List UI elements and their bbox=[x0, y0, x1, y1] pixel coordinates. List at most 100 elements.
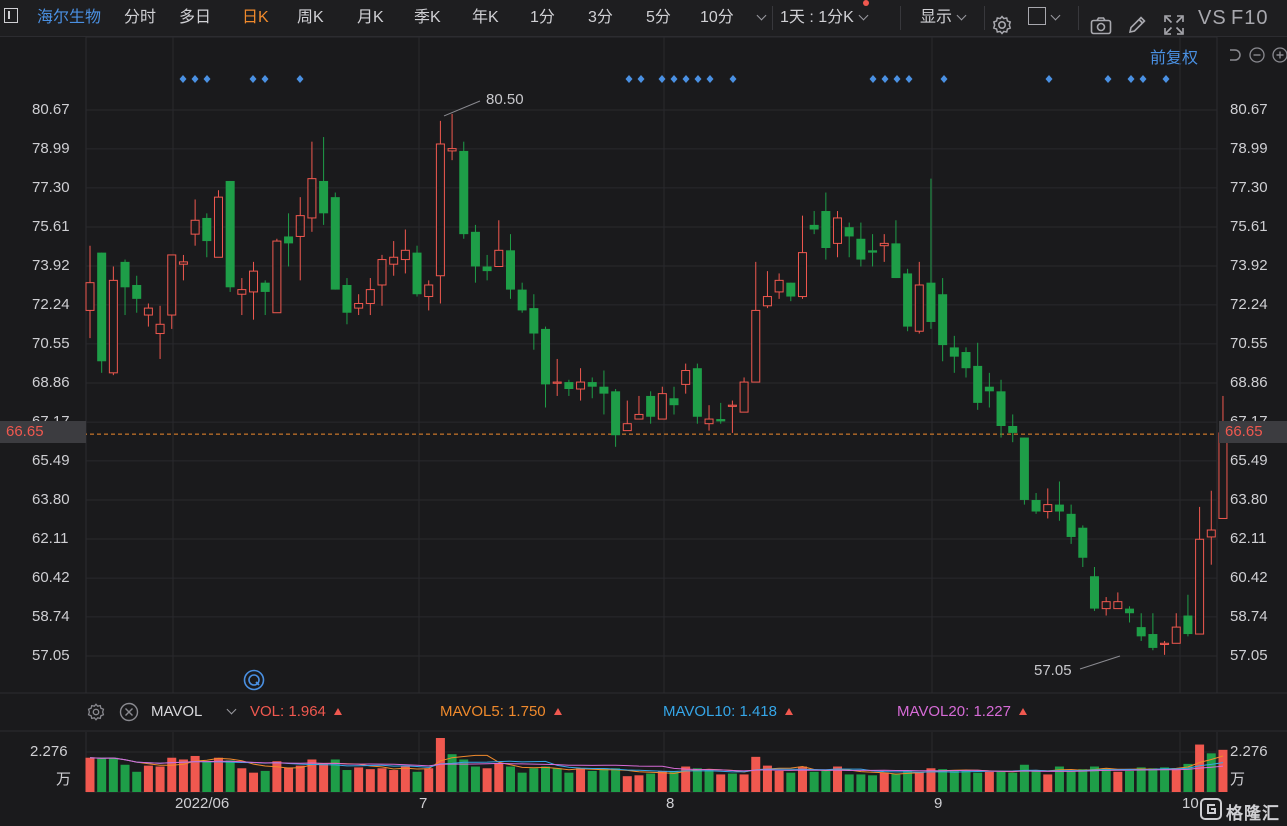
zoom-in-icon[interactable] bbox=[1272, 47, 1287, 63]
undo-icon[interactable] bbox=[1226, 47, 1242, 63]
volume-bar bbox=[1066, 770, 1076, 792]
volume-bar bbox=[470, 766, 480, 792]
settings-gear-icon[interactable] bbox=[991, 7, 1013, 43]
gelonghui-logo: 格隆汇 bbox=[1200, 796, 1284, 823]
volume-bar bbox=[1019, 764, 1029, 792]
f10-button[interactable]: F10 bbox=[1231, 7, 1269, 29]
price-tick-right: 75.61 bbox=[1230, 217, 1268, 235]
more-periods-chevron-icon[interactable] bbox=[752, 0, 767, 36]
grid-lines bbox=[0, 36, 1287, 793]
tab-8[interactable]: 3分 bbox=[588, 9, 613, 26]
chart-style-select[interactable] bbox=[1028, 0, 1061, 36]
volume-bar bbox=[377, 768, 387, 792]
zoom-out-icon[interactable] bbox=[1249, 47, 1265, 63]
candle-body-down bbox=[938, 294, 948, 346]
volume-bar bbox=[108, 757, 118, 792]
camera-icon[interactable] bbox=[1090, 8, 1112, 44]
candle-body-down bbox=[529, 308, 539, 334]
panel-toggle-icon[interactable] bbox=[4, 8, 22, 26]
volume-bar bbox=[1136, 767, 1146, 792]
vs-compare-button[interactable]: VS bbox=[1198, 7, 1227, 29]
tab-3[interactable]: 周K bbox=[297, 9, 324, 26]
volume-bar bbox=[237, 768, 247, 792]
candle-body-up bbox=[213, 196, 223, 258]
tab-5[interactable]: 季K bbox=[414, 9, 441, 26]
candle-body-up bbox=[272, 240, 282, 314]
volume-bar bbox=[202, 761, 212, 792]
price-tick-right: 63.80 bbox=[1230, 490, 1268, 508]
tab-10[interactable]: 10分 bbox=[700, 9, 734, 26]
candle-body-up bbox=[354, 302, 364, 309]
range-select[interactable]: 1天 : 1分K bbox=[780, 0, 869, 36]
volume-bar bbox=[97, 758, 107, 792]
volume-bar bbox=[1031, 770, 1041, 792]
tab-6[interactable]: 年K bbox=[472, 9, 499, 26]
indicator-settings-icon[interactable] bbox=[86, 702, 106, 722]
event-diamond-icon bbox=[261, 75, 269, 83]
volume-bar bbox=[342, 770, 352, 792]
pen-draw-icon[interactable] bbox=[1126, 7, 1148, 43]
fullscreen-icon[interactable] bbox=[1163, 7, 1185, 43]
indicator-bar: MAVOL VOL: 1.964 MAVOL5: 1.750 MAVOL10: … bbox=[0, 694, 1287, 730]
volume-bar bbox=[704, 769, 714, 792]
current-price-left: 66.65 bbox=[0, 421, 86, 443]
tab-1[interactable]: 多日 bbox=[179, 9, 212, 26]
candle-body-down bbox=[891, 243, 901, 279]
x-tick-label: 7 bbox=[419, 795, 428, 812]
price-tick-right: 73.92 bbox=[1230, 257, 1268, 275]
mavol5-reading: MAVOL5: 1.750 bbox=[440, 694, 562, 730]
tab-4[interactable]: 月K bbox=[357, 9, 384, 26]
price-tick-right: 57.05 bbox=[1230, 647, 1268, 664]
volume-bar bbox=[120, 764, 130, 792]
candle-body-up bbox=[751, 309, 761, 383]
volume-bar bbox=[132, 771, 142, 792]
volume-bar bbox=[249, 772, 259, 792]
candle-body-up bbox=[1171, 626, 1181, 644]
event-diamond-icon bbox=[905, 75, 913, 83]
event-diamond-icon bbox=[1045, 75, 1053, 83]
volume-bar bbox=[634, 775, 644, 792]
candle-body-down bbox=[1008, 425, 1018, 433]
candle-body-up bbox=[622, 423, 632, 432]
indicator-close-icon[interactable] bbox=[119, 702, 139, 722]
candle-body-down bbox=[517, 289, 527, 311]
candle-body-up bbox=[307, 178, 317, 219]
candle-body-up bbox=[739, 381, 749, 413]
volume-bar bbox=[856, 774, 866, 792]
high-leader-line bbox=[443, 100, 481, 117]
volume-bar bbox=[844, 774, 854, 792]
restore-adjust-button[interactable]: 前复权 bbox=[1150, 50, 1199, 67]
event-markers bbox=[179, 75, 1170, 83]
candlesticks bbox=[85, 113, 1228, 655]
notification-dot bbox=[863, 0, 869, 6]
event-diamond-icon bbox=[1127, 75, 1135, 83]
candle-body-up bbox=[237, 289, 247, 295]
tab-7[interactable]: 1分 bbox=[530, 9, 555, 26]
display-menu[interactable]: 显示 bbox=[920, 0, 967, 36]
volume-bar bbox=[657, 770, 667, 792]
event-diamond-icon bbox=[869, 75, 877, 83]
stock-name[interactable]: 海尔生物 bbox=[37, 9, 102, 26]
q-circle-icon[interactable] bbox=[243, 669, 265, 691]
tab-2[interactable]: 日K bbox=[242, 9, 269, 26]
volume-bar bbox=[1043, 774, 1053, 792]
low-leader-line bbox=[1079, 655, 1121, 670]
volume-bar bbox=[541, 766, 551, 792]
indicator-select[interactable]: MAVOL bbox=[151, 694, 237, 730]
volume-bar bbox=[1125, 770, 1135, 792]
candle-body-up bbox=[1043, 504, 1053, 513]
event-diamond-icon bbox=[249, 75, 257, 83]
tab-0[interactable]: 分时 bbox=[124, 9, 157, 26]
tab-9[interactable]: 5分 bbox=[646, 9, 671, 26]
volume-bar bbox=[821, 770, 831, 792]
event-diamond-icon bbox=[637, 75, 645, 83]
volume-bar bbox=[774, 770, 784, 792]
volume-bar bbox=[961, 770, 971, 792]
x-tick-label: 8 bbox=[666, 795, 675, 812]
candle-body-down bbox=[482, 266, 492, 272]
mavol5-line bbox=[89, 754, 1224, 775]
price-tick-left: 63.80 bbox=[32, 490, 70, 508]
candle-body-down bbox=[926, 282, 936, 322]
candle-body-down bbox=[868, 250, 878, 253]
volume-bar bbox=[1078, 769, 1088, 792]
